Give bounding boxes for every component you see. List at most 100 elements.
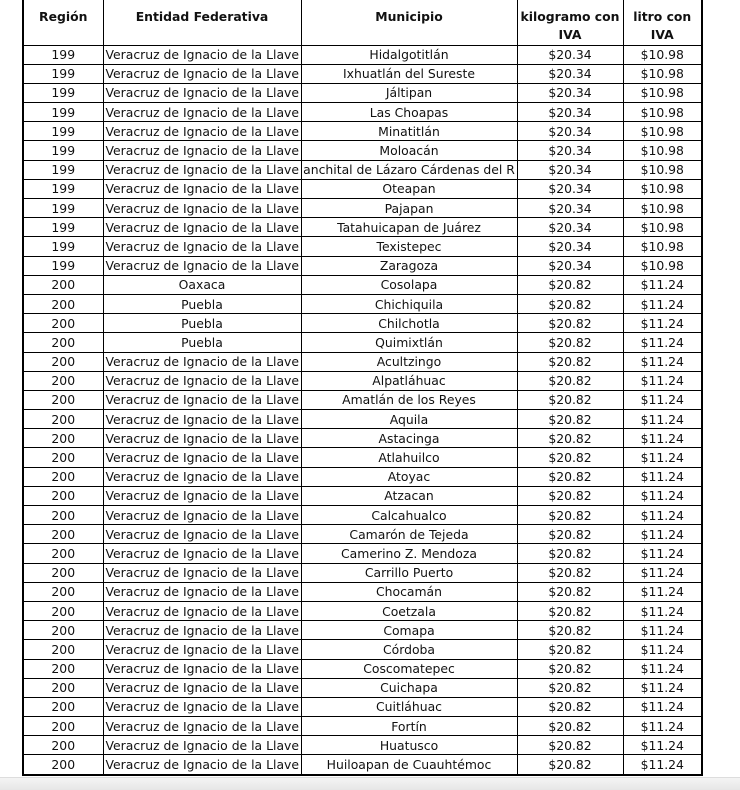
cell-entidad: Veracruz de Ignacio de la Llave xyxy=(102,581,302,602)
table-row: 199 Veracruz de Ignacio de la Llave Moloac… xyxy=(22,140,703,161)
table-row: 200 Veracruz de Ignacio de la Llave Alpatl… xyxy=(22,370,703,391)
cell-precio-litro: $11.24 xyxy=(622,696,703,718)
header-row: Región Entidad Federativa Municipio kilo… xyxy=(22,0,703,46)
table-row: 199 Veracruz de Ignacio de la Llave Oteapa… xyxy=(22,178,703,200)
header-kg: kilogramo con IVA xyxy=(516,0,624,46)
cell-municipio: Tatahuicapan de Juárez xyxy=(300,217,518,238)
table-row: 199 Veracruz de Ignacio de la Llave Minati… xyxy=(22,121,703,142)
cell-entidad: Veracruz de Ignacio de la Llave xyxy=(102,409,302,430)
table-row: 199 Veracruz de Ignacio de la Llave Texist… xyxy=(22,236,703,257)
cell-municipio: Hidalgotitlán xyxy=(300,44,518,65)
cell-municipio: Aquila xyxy=(300,409,518,430)
table-row: 200 Veracruz de Ignacio de la Llave Comapa… xyxy=(22,620,703,641)
cell-precio-kg: $20.82 xyxy=(516,389,624,411)
cell-region: 200 xyxy=(22,389,104,411)
cell-precio-litro: $11.24 xyxy=(622,447,703,468)
cell-precio-litro: $11.24 xyxy=(622,543,703,564)
cell-precio-kg: $20.82 xyxy=(516,447,624,468)
cell-precio-kg: $20.82 xyxy=(516,716,624,737)
cell-region: 200 xyxy=(22,409,104,430)
cell-precio-kg: $20.82 xyxy=(516,562,624,583)
cell-entidad: Veracruz de Ignacio de la Llave xyxy=(102,696,302,718)
cell-precio-kg: $20.34 xyxy=(516,121,624,142)
cell-precio-kg: $20.34 xyxy=(516,82,624,104)
cell-precio-kg: $20.82 xyxy=(516,735,624,756)
price-table: Región Entidad Federativa Municipio kilo… xyxy=(22,0,703,776)
header-litro: litro con IVA xyxy=(622,0,703,46)
cell-precio-litro: $11.24 xyxy=(622,620,703,641)
cell-municipio: Coscomatepec xyxy=(300,658,518,679)
cell-precio-kg: $20.34 xyxy=(516,197,624,219)
cell-precio-kg: $20.34 xyxy=(516,44,624,65)
cell-municipio: Huiloapan de Cuauhtémoc xyxy=(300,754,518,776)
cell-precio-kg: $20.82 xyxy=(516,466,624,487)
cell-municipio: Chichiquila xyxy=(300,293,518,315)
cell-precio-kg: $20.82 xyxy=(516,274,624,295)
cell-precio-litro: $11.24 xyxy=(622,370,703,391)
cell-municipio: Texistepec xyxy=(300,236,518,257)
cell-precio-litro: $11.24 xyxy=(622,754,703,776)
cell-municipio: Quimixtlán xyxy=(300,332,518,353)
cell-precio-litro: $11.24 xyxy=(622,332,703,353)
cell-entidad: Veracruz de Ignacio de la Llave xyxy=(102,351,302,372)
header-kg-line1: kilogramo con xyxy=(520,9,620,24)
cell-entidad: Veracruz de Ignacio de la Llave xyxy=(102,217,302,238)
table-row: 200 Oaxaca Cosolapa $20.82 $11.24 xyxy=(22,274,703,295)
cell-entidad: Puebla xyxy=(102,313,302,334)
cell-municipio: anchital de Lázaro Cárdenas del R xyxy=(300,159,518,180)
cell-precio-kg: $20.82 xyxy=(516,428,624,449)
table-row: 200 Puebla Chilchotla $20.82 $11.24 xyxy=(22,313,703,334)
cell-precio-kg: $20.82 xyxy=(516,409,624,430)
page-bottom-edge xyxy=(0,777,740,790)
cell-entidad: Oaxaca xyxy=(102,274,302,295)
cell-entidad: Veracruz de Ignacio de la Llave xyxy=(102,44,302,65)
cell-region: 200 xyxy=(22,658,104,679)
cell-precio-kg: $20.82 xyxy=(516,313,624,334)
cell-precio-kg: $20.82 xyxy=(516,504,624,526)
cell-entidad: Puebla xyxy=(102,293,302,315)
cell-entidad: Veracruz de Ignacio de la Llave xyxy=(102,639,302,660)
cell-municipio: Fortín xyxy=(300,716,518,737)
cell-municipio: Cuitláhuac xyxy=(300,696,518,718)
table-row: 200 Veracruz de Ignacio de la Llave Atzaca… xyxy=(22,485,703,507)
cell-entidad: Veracruz de Ignacio de la Llave xyxy=(102,524,302,545)
cell-precio-litro: $10.98 xyxy=(622,102,703,123)
table-row: 200 Veracruz de Ignacio de la Llave Atoyac… xyxy=(22,466,703,487)
cell-region: 199 xyxy=(22,159,104,180)
cell-entidad: Veracruz de Ignacio de la Llave xyxy=(102,485,302,507)
header-region: Región xyxy=(22,0,104,46)
table-row: 200 Veracruz de Ignacio de la Llave Carril… xyxy=(22,562,703,583)
cell-region: 199 xyxy=(22,140,104,161)
cell-precio-litro: $11.24 xyxy=(622,562,703,583)
cell-precio-kg: $20.34 xyxy=(516,159,624,180)
table-row: 199 Veracruz de Ignacio de la Llave Ixhuat… xyxy=(22,63,703,84)
table-row: 200 Veracruz de Ignacio de la Llave Huatus… xyxy=(22,735,703,756)
header-kg-line2: IVA xyxy=(558,27,582,42)
cell-precio-litro: $10.98 xyxy=(622,178,703,200)
table-row: 200 Veracruz de Ignacio de la Llave Astaci… xyxy=(22,428,703,449)
cell-precio-litro: $11.24 xyxy=(622,466,703,487)
cell-precio-kg: $20.82 xyxy=(516,620,624,641)
table-row: 199 Veracruz de Ignacio de la Llave Jáltip… xyxy=(22,82,703,104)
cell-municipio: Atzacan xyxy=(300,485,518,507)
cell-precio-litro: $11.24 xyxy=(622,716,703,737)
table-row: 199 Veracruz de Ignacio de la Llave Hidalg… xyxy=(22,44,703,65)
cell-precio-litro: $11.24 xyxy=(622,639,703,660)
cell-region: 199 xyxy=(22,217,104,238)
cell-municipio: Pajapan xyxy=(300,197,518,219)
cell-precio-kg: $20.82 xyxy=(516,485,624,507)
cell-entidad: Veracruz de Ignacio de la Llave xyxy=(102,121,302,142)
cell-precio-kg: $20.82 xyxy=(516,524,624,545)
cell-precio-kg: $20.34 xyxy=(516,217,624,238)
cell-precio-litro: $11.24 xyxy=(622,313,703,334)
cell-region: 200 xyxy=(22,639,104,660)
cell-municipio: Camarón de Tejeda xyxy=(300,524,518,545)
table-row: 200 Veracruz de Ignacio de la Llave Aquila… xyxy=(22,409,703,430)
cell-municipio: Carrillo Puerto xyxy=(300,562,518,583)
cell-precio-kg: $20.82 xyxy=(516,677,624,698)
cell-region: 200 xyxy=(22,716,104,737)
cell-municipio: Atlahuilco xyxy=(300,447,518,468)
cell-precio-litro: $10.98 xyxy=(622,236,703,257)
cell-municipio: Atoyac xyxy=(300,466,518,487)
cell-entidad: Veracruz de Ignacio de la Llave xyxy=(102,735,302,756)
